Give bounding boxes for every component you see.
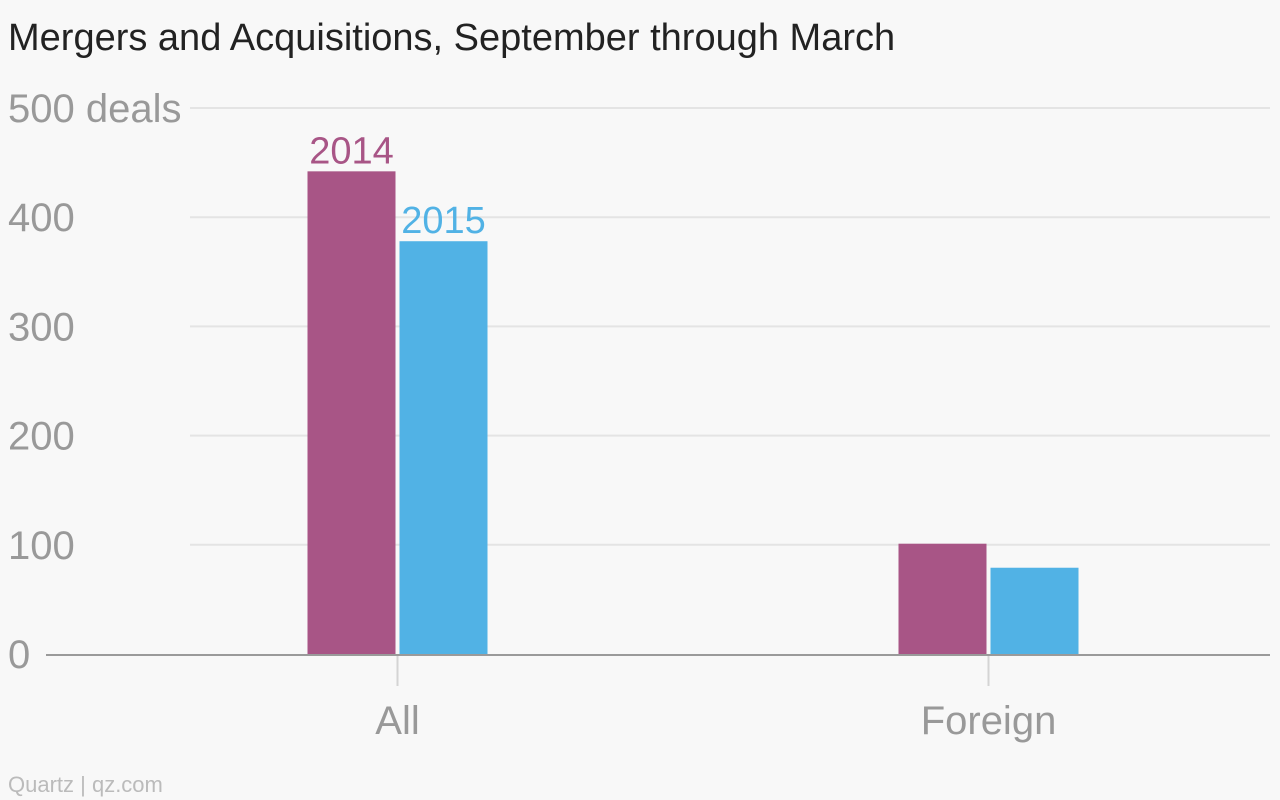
bar-foreign-2014 xyxy=(898,543,987,654)
y-tick-label: 400 xyxy=(8,196,75,240)
bars xyxy=(307,171,1079,654)
y-tick-label: 500 deals xyxy=(8,87,181,131)
y-tick-label: 0 xyxy=(8,633,30,677)
bar-all-2014 xyxy=(307,171,396,654)
bar-all-2015 xyxy=(399,241,488,654)
source-credit: Quartz | qz.com xyxy=(8,772,163,797)
series-label-2015: 2015 xyxy=(401,200,486,242)
y-tick-label: 200 xyxy=(8,415,75,459)
bar-foreign-2015 xyxy=(990,567,1079,654)
y-axis-ticks: 0 100 200 300 400 500 deals xyxy=(8,87,181,677)
chart-title: Mergers and Acquisitions, September thro… xyxy=(8,17,895,59)
y-tick-label: 300 xyxy=(8,305,75,349)
y-tick-label: 100 xyxy=(8,524,75,568)
x-category-label: Foreign xyxy=(921,699,1057,743)
series-label-2014: 2014 xyxy=(309,130,394,172)
x-category-label: All xyxy=(375,699,419,743)
x-axis: All Foreign xyxy=(46,654,1270,743)
